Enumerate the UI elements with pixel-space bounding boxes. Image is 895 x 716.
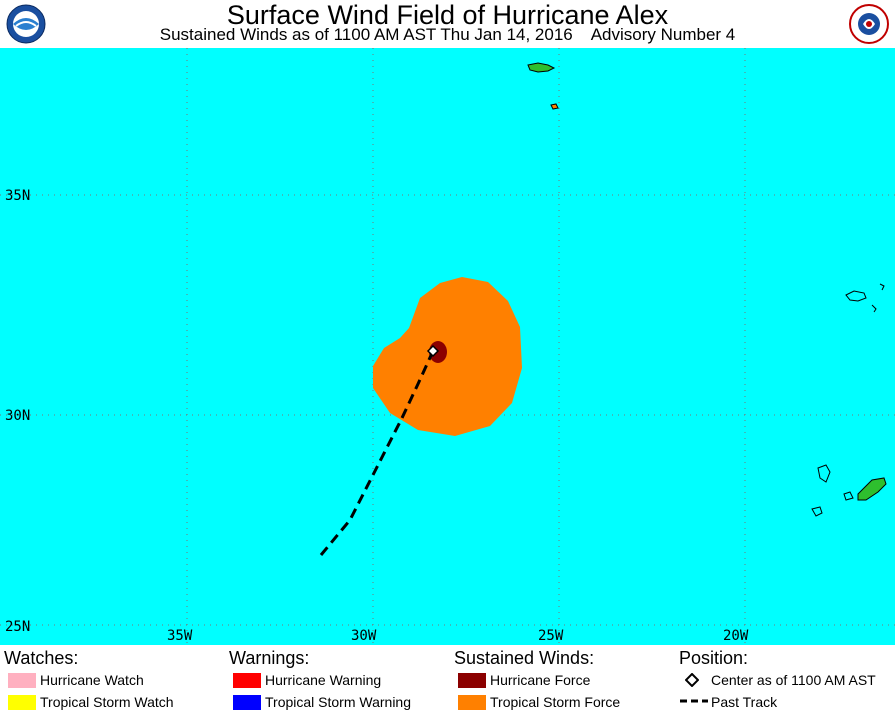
page-subtitle: Sustained Winds as of 1100 AM AST Thu Ja… bbox=[159, 25, 736, 44]
legend-item-hurricane-watch: Hurricane Watch bbox=[4, 669, 144, 691]
nws-logo-icon bbox=[849, 4, 889, 44]
madeira-islands bbox=[845, 283, 885, 313]
legend-label: Past Track bbox=[711, 694, 778, 710]
legend-label: Center as of 1100 AM AST bbox=[711, 672, 876, 688]
legend-warnings-heading: Warnings: bbox=[229, 648, 310, 668]
legend-item-hurricane-force: Hurricane Force bbox=[454, 669, 594, 691]
lon-label-35w: 35W bbox=[167, 628, 193, 644]
header: Surface Wind Field of Hurricane Alex Sus… bbox=[0, 0, 895, 48]
legend-item-hurricane-warning: Hurricane Warning bbox=[229, 669, 381, 691]
legend-label: Tropical Storm Watch bbox=[40, 694, 174, 710]
legend-watches-heading: Watches: bbox=[4, 648, 79, 668]
noaa-logo-icon bbox=[6, 4, 46, 44]
hurricane-warning-swatch bbox=[233, 673, 261, 688]
tropical-storm-force-area bbox=[373, 277, 522, 436]
lon-label-30w: 30W bbox=[351, 628, 377, 644]
hurricane-watch-swatch bbox=[8, 673, 36, 688]
legend-label: Hurricane Force bbox=[490, 672, 591, 688]
legend-position-heading: Position: bbox=[679, 648, 749, 668]
hurricane-force-swatch bbox=[458, 673, 486, 688]
wind-field-map: 35N 30N 25N 35W 30W 25W 20W bbox=[0, 48, 895, 645]
legend-watches: Watches: Hurricane Watch Tropical Storm … bbox=[4, 647, 174, 713]
legend-winds-heading: Sustained Winds: bbox=[454, 648, 595, 668]
azores-islands bbox=[527, 62, 559, 110]
legend-item-tropical-storm-warning: Tropical Storm Warning bbox=[229, 691, 411, 713]
legend-position: Position: Center as of 1100 AM AST Past … bbox=[679, 647, 876, 713]
legend-label: Tropical Storm Force bbox=[490, 694, 621, 710]
canary-islands bbox=[811, 464, 887, 517]
legend-item-past-track: Past Track bbox=[679, 691, 777, 713]
lat-label-35n: 35N bbox=[5, 188, 30, 204]
past-track bbox=[319, 350, 435, 556]
legend-item-tropical-storm-force: Tropical Storm Force bbox=[454, 691, 620, 713]
legend-item-center: Center as of 1100 AM AST bbox=[679, 669, 876, 691]
legend-item-tropical-storm-watch: Tropical Storm Watch bbox=[4, 691, 174, 713]
legend-warnings: Warnings: Hurricane Warning Tropical Sto… bbox=[229, 647, 411, 713]
tropical-storm-warning-swatch bbox=[233, 695, 261, 710]
legend: Watches: Hurricane Watch Tropical Storm … bbox=[0, 645, 895, 716]
legend-label: Tropical Storm Warning bbox=[265, 694, 412, 710]
lat-label-30n: 30N bbox=[5, 408, 30, 424]
tropical-storm-force-swatch bbox=[458, 695, 486, 710]
legend-label: Hurricane Warning bbox=[265, 672, 382, 688]
storm-center-diamond-icon bbox=[426, 344, 440, 358]
diamond-icon bbox=[685, 673, 699, 687]
legend-label: Hurricane Watch bbox=[40, 672, 144, 688]
lat-label-25n: 25N bbox=[5, 619, 30, 635]
lon-label-25w: 25W bbox=[538, 628, 564, 644]
tropical-storm-watch-swatch bbox=[8, 695, 36, 710]
legend-winds: Sustained Winds: Hurricane Force Tropica… bbox=[454, 647, 620, 713]
page-title: Surface Wind Field of Hurricane Alex bbox=[226, 0, 669, 30]
dashed-line-icon bbox=[680, 699, 708, 703]
lon-label-20w: 20W bbox=[723, 628, 749, 644]
